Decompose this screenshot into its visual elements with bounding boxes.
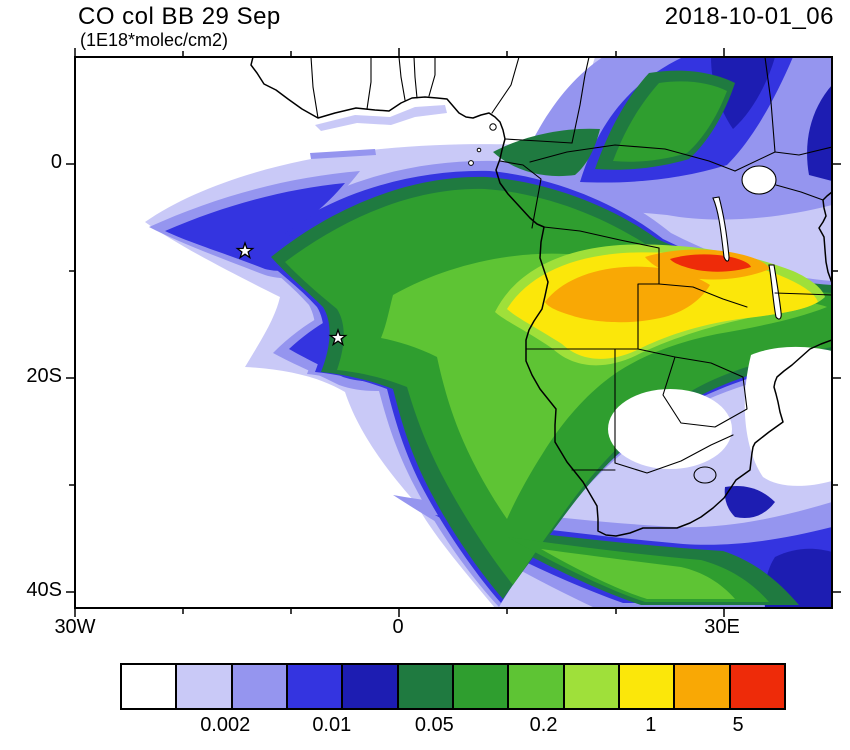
colorbar-cell	[177, 665, 233, 708]
country-border	[529, 144, 736, 172]
country-border	[398, 57, 406, 101]
country-border	[658, 283, 748, 308]
x-tick-label-30e: 30E	[704, 616, 740, 638]
colorbar-cells	[120, 663, 786, 710]
country-border	[413, 57, 418, 99]
country-border	[428, 57, 436, 97]
contour-level-4-right-edge-n	[807, 85, 832, 181]
y-tick-label-20s: 20S	[26, 365, 62, 387]
lesotho-border	[693, 466, 717, 484]
colorbar-cell	[730, 665, 784, 708]
units-label: (1E18*molec/cm2)	[80, 30, 229, 50]
colorbar-cell	[675, 665, 731, 708]
x-tick-label-30w: 30W	[54, 616, 96, 638]
colorbar-labels: 0.002 0.01 0.05 0.2 1 5	[120, 714, 786, 740]
colorbar-cell	[343, 665, 399, 708]
contour-level-4-top-right	[711, 57, 775, 129]
colorbar-tick-label: 0.002	[200, 714, 251, 736]
clear-region-mozambique-channel	[744, 346, 832, 486]
contour-level-6-northeast	[613, 81, 727, 162]
country-border	[499, 160, 542, 229]
colorbar-cell	[398, 665, 454, 708]
colorbar-tick-label: 5	[732, 714, 744, 736]
colorbar-tick-label: 0.2	[529, 714, 558, 736]
colorbar-cell	[564, 665, 620, 708]
lake-tanganyika	[712, 196, 730, 262]
contour-level-1-gulf-fringe	[315, 105, 447, 131]
country-border	[774, 292, 832, 296]
axis-ticks	[66, 48, 841, 617]
country-border	[614, 434, 734, 474]
plot-frame	[74, 56, 833, 609]
sao-tome-island	[468, 160, 474, 166]
country-border	[637, 247, 660, 350]
valid-time-label: 2018-10-01_06	[664, 3, 834, 30]
lake-malawi	[768, 264, 782, 320]
country-border	[775, 184, 824, 201]
colorbar-cell	[509, 665, 565, 708]
colorbar-tick-label: 1	[645, 714, 657, 736]
country-border	[764, 57, 776, 153]
country-border	[571, 57, 590, 144]
contour-level-11-max	[670, 254, 751, 272]
east-africa-coastline	[818, 191, 832, 284]
contour-level-4-natal-coast	[724, 486, 775, 518]
contour-field	[75, 57, 832, 608]
principe-island	[476, 147, 482, 153]
colorbar-tick-label: 0.05	[414, 714, 454, 736]
colorbar-tick-label: 0.01	[312, 714, 352, 736]
colorbar-cell	[619, 665, 676, 708]
map-svg	[66, 48, 841, 617]
country-border	[504, 138, 573, 144]
colorbar-cell	[287, 665, 344, 708]
country-border	[734, 146, 832, 172]
contour-level-10-core	[545, 266, 710, 323]
map-plot-area	[65, 47, 842, 618]
country-border	[637, 348, 748, 428]
country-border	[491, 57, 520, 114]
clear-region-botswana	[608, 389, 732, 469]
bioko-island	[489, 123, 497, 131]
contour-level-2-equator-strip	[310, 149, 376, 159]
page-title: CO col BB 29 Sep	[78, 3, 281, 30]
y-tick-label-40s: 40S	[26, 579, 62, 601]
colorbar-cell	[232, 665, 288, 708]
contour-level-7-southeast-core	[541, 549, 735, 599]
x-tick-label-0: 0	[392, 616, 404, 638]
country-border	[310, 57, 319, 119]
country-border	[543, 226, 660, 249]
lake-victoria	[741, 165, 777, 195]
country-border	[366, 57, 372, 110]
y-tick-label-0: 0	[50, 151, 62, 173]
colorbar-cell	[453, 665, 510, 708]
africa-coastline	[250, 57, 832, 537]
colorbar-cell	[122, 665, 178, 708]
